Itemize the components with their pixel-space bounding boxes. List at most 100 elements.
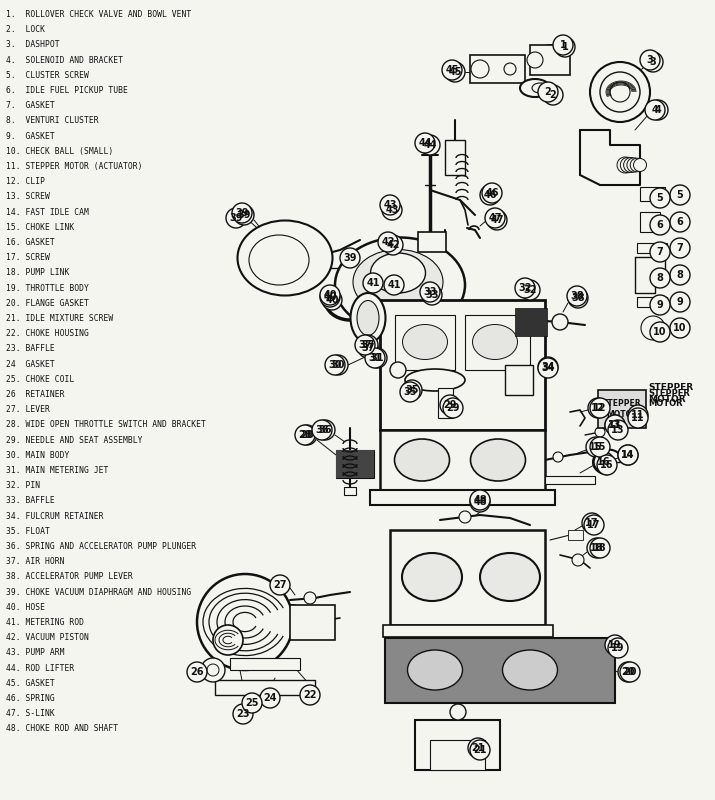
Ellipse shape xyxy=(335,238,465,333)
Text: MOTOR: MOTOR xyxy=(648,395,686,405)
Text: 5.  CLUSTER SCREW: 5. CLUSTER SCREW xyxy=(6,70,89,80)
Ellipse shape xyxy=(395,439,450,481)
Text: 44. ROD LIFTER: 44. ROD LIFTER xyxy=(6,664,74,673)
Bar xyxy=(415,720,500,770)
Text: 26  RETAINER: 26 RETAINER xyxy=(6,390,64,399)
Text: 6: 6 xyxy=(656,220,664,230)
Circle shape xyxy=(201,658,225,682)
Text: 34: 34 xyxy=(541,363,555,373)
Text: 47: 47 xyxy=(490,215,504,225)
Text: 32: 32 xyxy=(518,283,532,293)
Circle shape xyxy=(650,268,670,288)
Text: 45: 45 xyxy=(445,65,459,75)
Bar xyxy=(336,450,374,478)
Text: 20. FLANGE GASKET: 20. FLANGE GASKET xyxy=(6,299,89,308)
Text: 23. BAFFLE: 23. BAFFLE xyxy=(6,344,55,354)
Text: 35: 35 xyxy=(403,387,417,397)
Text: 22: 22 xyxy=(303,690,317,700)
Circle shape xyxy=(207,664,219,676)
Circle shape xyxy=(480,185,500,205)
Circle shape xyxy=(650,295,670,315)
Circle shape xyxy=(468,738,488,758)
Circle shape xyxy=(670,238,690,258)
Text: 39. CHOKE VACUUM DIAPHRAGM AND HOUSING: 39. CHOKE VACUUM DIAPHRAGM AND HOUSING xyxy=(6,587,191,597)
Text: 1: 1 xyxy=(560,40,566,50)
Circle shape xyxy=(633,158,646,171)
Text: 23: 23 xyxy=(236,709,250,719)
Text: 44: 44 xyxy=(418,138,432,148)
Text: 15: 15 xyxy=(593,442,607,452)
Circle shape xyxy=(328,355,348,375)
Circle shape xyxy=(650,242,670,262)
Ellipse shape xyxy=(504,63,516,75)
Bar xyxy=(383,625,553,637)
Circle shape xyxy=(553,452,563,462)
Circle shape xyxy=(650,188,670,208)
Circle shape xyxy=(630,158,644,172)
Text: 1: 1 xyxy=(561,42,568,52)
Text: 21: 21 xyxy=(473,745,487,755)
Text: 9: 9 xyxy=(676,297,684,307)
Circle shape xyxy=(233,704,253,724)
Text: 33: 33 xyxy=(425,290,439,300)
Text: 32. PIN: 32. PIN xyxy=(6,481,40,490)
Text: 41. METERING ROD: 41. METERING ROD xyxy=(6,618,84,627)
Bar xyxy=(598,390,646,428)
Text: 19: 19 xyxy=(611,643,625,653)
Circle shape xyxy=(304,592,316,604)
Circle shape xyxy=(187,662,207,682)
Ellipse shape xyxy=(532,83,548,93)
Text: 33. BAFFLE: 33. BAFFLE xyxy=(6,496,55,506)
Bar xyxy=(430,740,485,770)
Text: 37: 37 xyxy=(358,340,372,350)
Text: 10. CHECK BALL (SMALL): 10. CHECK BALL (SMALL) xyxy=(6,146,113,156)
Circle shape xyxy=(340,248,360,268)
Text: 16. GASKET: 16. GASKET xyxy=(6,238,55,247)
Circle shape xyxy=(320,285,340,305)
Text: 11. STEPPER MOTOR (ACTUATOR): 11. STEPPER MOTOR (ACTUATOR) xyxy=(6,162,142,171)
Bar xyxy=(568,530,583,540)
Text: 38: 38 xyxy=(571,293,585,303)
Circle shape xyxy=(621,158,636,173)
Text: 28: 28 xyxy=(298,430,312,440)
Text: 30: 30 xyxy=(331,360,345,370)
Text: 35. FLOAT: 35. FLOAT xyxy=(6,526,50,536)
Circle shape xyxy=(232,203,252,223)
Text: 18. PUMP LINK: 18. PUMP LINK xyxy=(6,268,69,278)
Bar xyxy=(465,315,530,370)
Circle shape xyxy=(482,183,502,203)
Text: 15. CHOKE LINK: 15. CHOKE LINK xyxy=(6,222,74,232)
Text: 12: 12 xyxy=(591,403,605,413)
Circle shape xyxy=(605,635,625,655)
Text: 36: 36 xyxy=(315,425,329,435)
Circle shape xyxy=(670,292,690,312)
Text: 42: 42 xyxy=(381,237,395,247)
Text: 40: 40 xyxy=(323,290,337,300)
Circle shape xyxy=(450,704,466,720)
Circle shape xyxy=(590,62,650,122)
Circle shape xyxy=(610,82,630,102)
Text: 14. FAST IDLE CAM: 14. FAST IDLE CAM xyxy=(6,208,89,217)
Text: 7.  GASKET: 7. GASKET xyxy=(6,102,55,110)
Text: 8.  VENTURI CLUSTER: 8. VENTURI CLUSTER xyxy=(6,116,99,126)
Circle shape xyxy=(442,60,462,80)
Text: 12: 12 xyxy=(593,403,607,413)
Text: 3: 3 xyxy=(650,57,656,67)
Text: 17: 17 xyxy=(587,520,601,530)
Text: 48: 48 xyxy=(473,497,487,507)
Text: 34: 34 xyxy=(541,362,555,372)
Text: 6: 6 xyxy=(676,217,684,227)
Text: 38. ACCELERATOR PUMP LEVER: 38. ACCELERATOR PUMP LEVER xyxy=(6,573,133,582)
Circle shape xyxy=(600,72,640,112)
Circle shape xyxy=(670,318,690,338)
Text: 11: 11 xyxy=(608,420,622,430)
Circle shape xyxy=(620,662,640,682)
Text: 21: 21 xyxy=(471,743,485,753)
Text: 9: 9 xyxy=(656,300,664,310)
Bar xyxy=(418,232,446,252)
Text: 24  GASKET: 24 GASKET xyxy=(6,359,55,369)
Bar xyxy=(505,365,533,395)
Text: 20: 20 xyxy=(623,667,637,677)
Circle shape xyxy=(572,554,584,566)
Bar xyxy=(380,300,545,430)
